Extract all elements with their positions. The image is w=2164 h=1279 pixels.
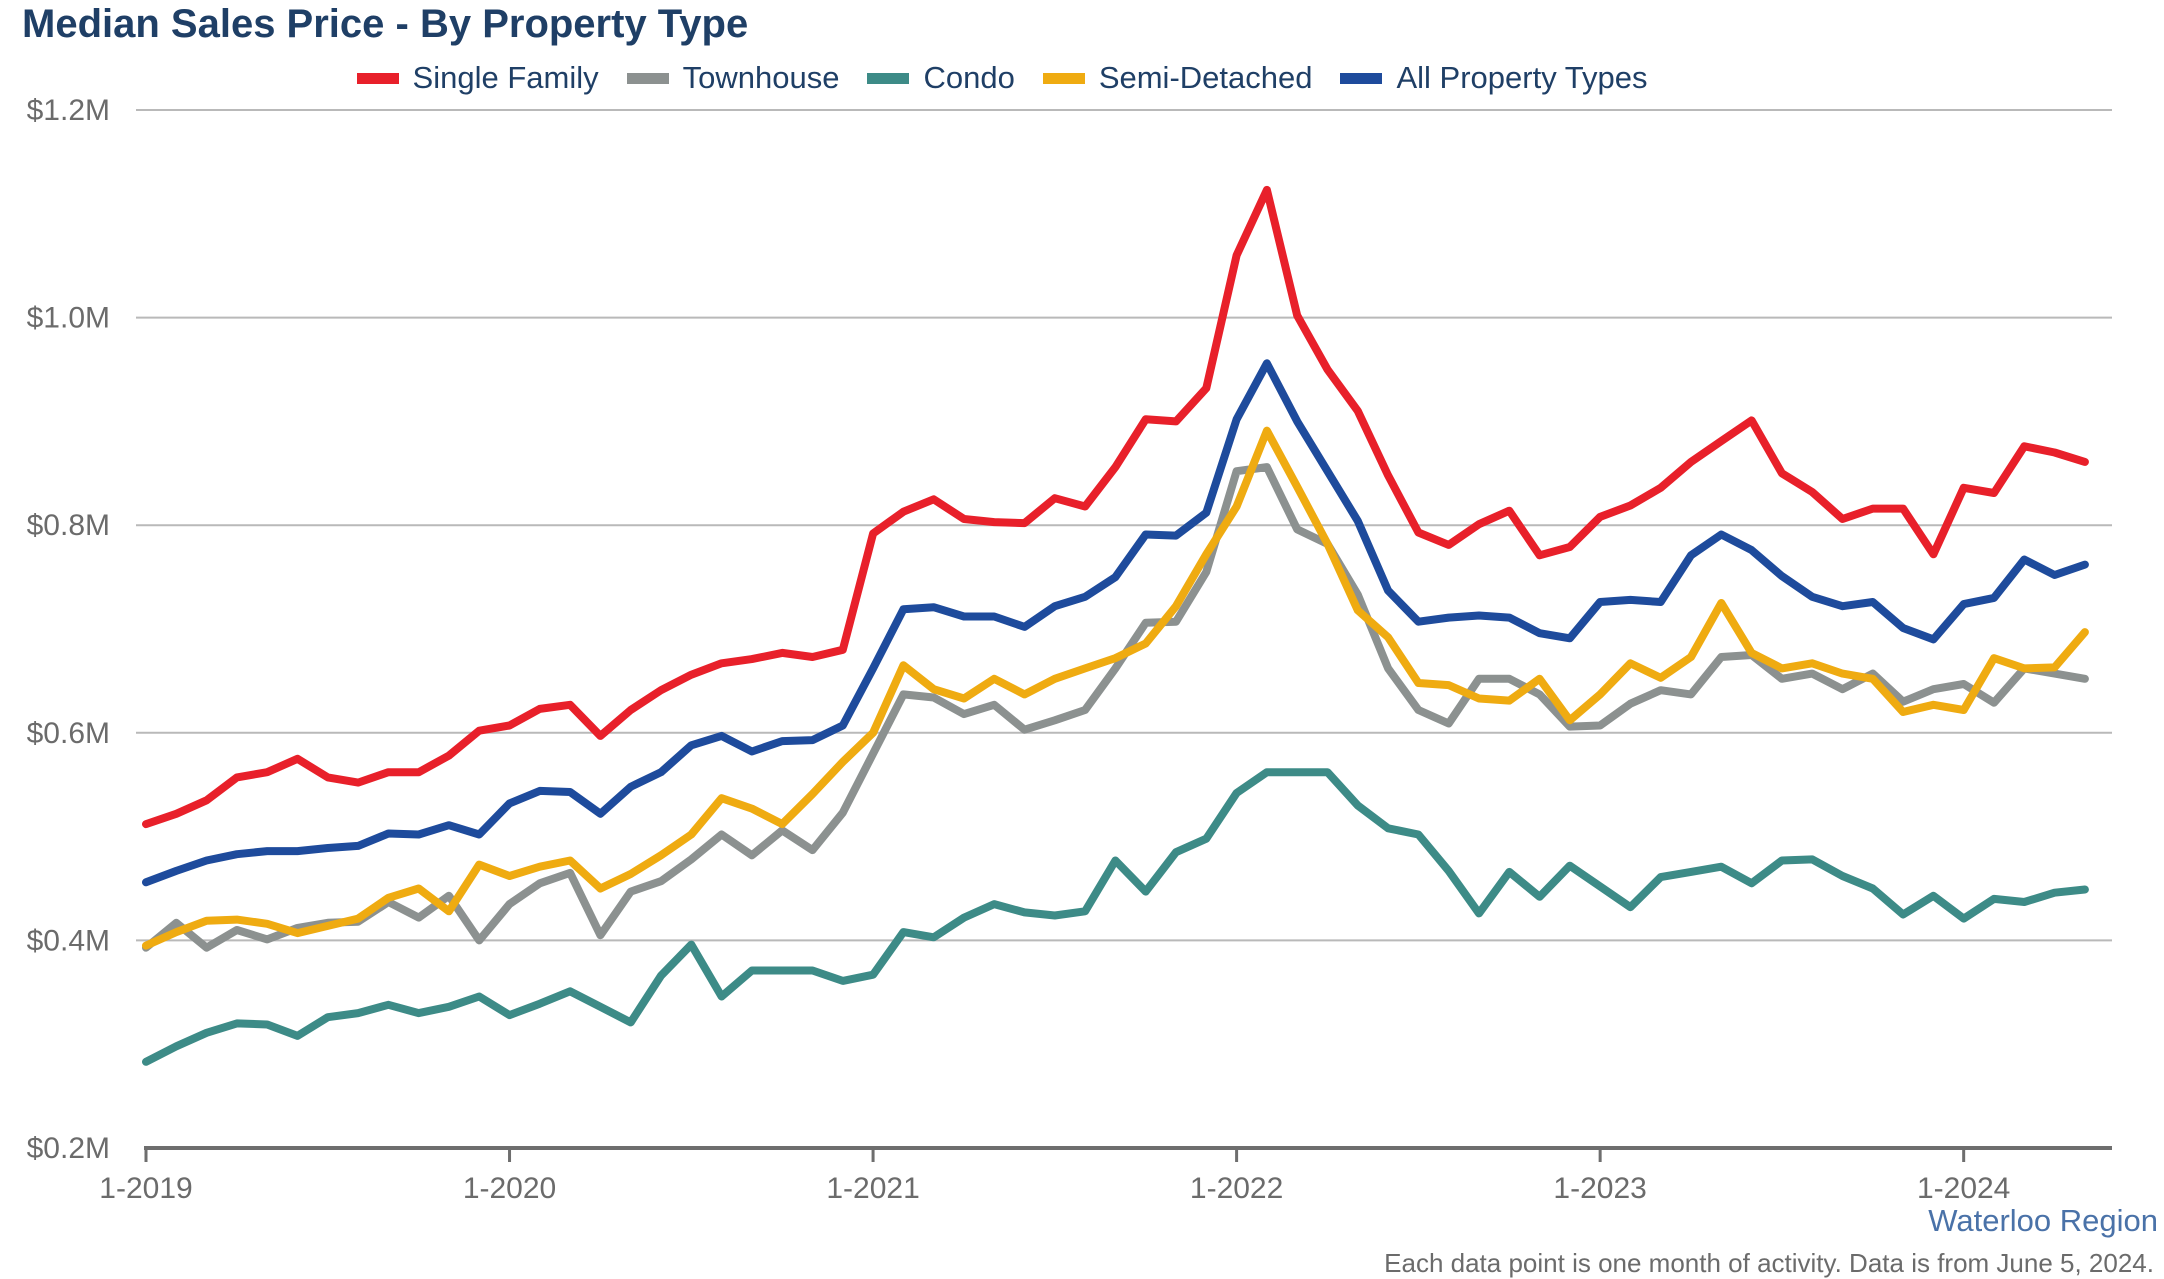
legend-item: Townhouse <box>626 60 840 96</box>
region-label: Waterloo Region <box>1928 1203 2158 1238</box>
legend-swatch <box>626 72 669 84</box>
x-tick-label: 1-2022 <box>1190 1172 1283 1205</box>
x-tick-label: 1-2021 <box>826 1172 919 1205</box>
legend: Single Family Townhouse Condo Semi-Detached… <box>0 56 2084 100</box>
y-tick-label: $0.6M <box>27 717 110 750</box>
legend-swatch <box>867 72 910 84</box>
y-tick-label: $1.0M <box>27 302 110 335</box>
legend-label: Semi-Detached <box>1098 60 1313 95</box>
legend-swatch <box>1042 72 1085 84</box>
x-tick-label: 1-2019 <box>99 1172 192 1205</box>
legend-label: Condo <box>923 60 1015 95</box>
chart-title: Median Sales Price - By Property Type <box>22 2 749 46</box>
series-line-semi-detached <box>142 426 2089 950</box>
x-tick-label: 1-2023 <box>1553 1172 1646 1205</box>
legend-item: Semi-Detached <box>1042 60 1313 96</box>
series-line-all-property-types <box>142 359 2089 887</box>
series-line-condo <box>142 768 2089 1066</box>
x-tick-label: 1-2024 <box>1917 1172 2010 1205</box>
legend-item: Single Family <box>356 60 599 96</box>
y-tick-label: $0.4M <box>27 924 110 957</box>
footnote: Each data point is one month of activity… <box>1384 1248 2154 1278</box>
legend-item: Condo <box>867 60 1015 96</box>
y-tick-label: $1.2M <box>27 94 110 127</box>
legend-item: All Property Types <box>1340 60 1647 96</box>
legend-swatch <box>1340 72 1383 84</box>
y-tick-label: $0.2M <box>27 1132 110 1165</box>
legend-label: Single Family <box>412 60 599 95</box>
x-tick-label: 1-2020 <box>463 1172 556 1205</box>
legend-label: Townhouse <box>682 60 840 95</box>
series-line-townhouse <box>142 463 2089 952</box>
y-tick-label: $0.8M <box>27 509 110 542</box>
legend-label: All Property Types <box>1396 60 1648 95</box>
legend-swatch <box>356 72 399 84</box>
series-line-single-family <box>142 185 2089 829</box>
